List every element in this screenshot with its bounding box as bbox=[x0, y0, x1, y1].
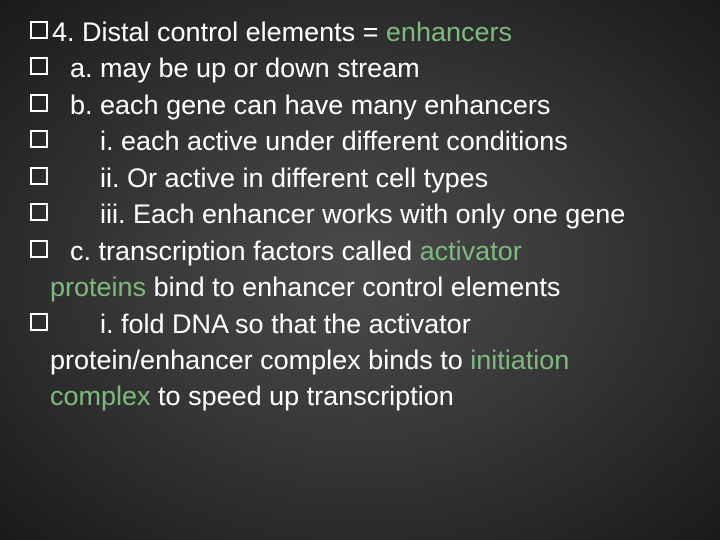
outline-item-4: 4. Distal control elements = enhancers bbox=[30, 14, 700, 50]
text-segment: bind to enhancer control elements bbox=[146, 272, 560, 302]
checkbox-icon bbox=[30, 130, 48, 148]
checkbox-icon bbox=[30, 240, 48, 258]
outline-item-b-i: i. each active under different condition… bbox=[30, 123, 700, 159]
outline-item-c-i: i. fold DNA so that the activator bbox=[30, 306, 700, 342]
checkbox-icon bbox=[30, 313, 48, 331]
outline-item-b: b. each gene can have many enhancers bbox=[30, 87, 700, 123]
highlight-activator: activator bbox=[420, 236, 522, 266]
outline-item-c-i-cont1: protein/enhancer complex binds to initia… bbox=[30, 342, 700, 378]
text-segment: iii. Each enhancer works with only one g… bbox=[52, 199, 625, 229]
outline-item-c-i-cont2: complex to speed up transcription bbox=[30, 378, 700, 414]
outline-item-c-cont: proteins bind to enhancer control elemen… bbox=[30, 269, 700, 305]
checkbox-icon bbox=[30, 21, 48, 39]
checkbox-icon bbox=[30, 167, 48, 185]
highlight-enhancers: enhancers bbox=[386, 17, 512, 47]
checkbox-icon bbox=[30, 203, 48, 221]
text-segment: b. each gene can have many enhancers bbox=[52, 90, 550, 120]
highlight-complex: complex bbox=[50, 381, 151, 411]
text-segment: i. fold DNA so that the activator bbox=[52, 309, 471, 339]
text-segment: ii. Or active in different cell types bbox=[52, 163, 488, 193]
slide-container: 4. Distal control elements = enhancers a… bbox=[0, 0, 720, 540]
text-segment: a. may be up or down stream bbox=[52, 53, 420, 83]
checkbox-icon bbox=[30, 94, 48, 112]
text-segment: i. each active under different condition… bbox=[52, 126, 568, 156]
text-segment: protein/enhancer complex binds to bbox=[50, 345, 470, 375]
checkbox-icon bbox=[30, 57, 48, 75]
highlight-initiation: initiation bbox=[470, 345, 569, 375]
outline-item-c: c. transcription factors called activato… bbox=[30, 233, 700, 269]
highlight-proteins: proteins bbox=[50, 272, 146, 302]
text-segment: c. transcription factors called bbox=[52, 236, 420, 266]
outline-item-b-iii: iii. Each enhancer works with only one g… bbox=[30, 196, 700, 232]
outline-item-b-ii: ii. Or active in different cell types bbox=[30, 160, 700, 196]
text-segment: to speed up transcription bbox=[151, 381, 454, 411]
outline-item-a: a. may be up or down stream bbox=[30, 50, 700, 86]
text-segment: 4. Distal control elements = bbox=[52, 17, 386, 47]
